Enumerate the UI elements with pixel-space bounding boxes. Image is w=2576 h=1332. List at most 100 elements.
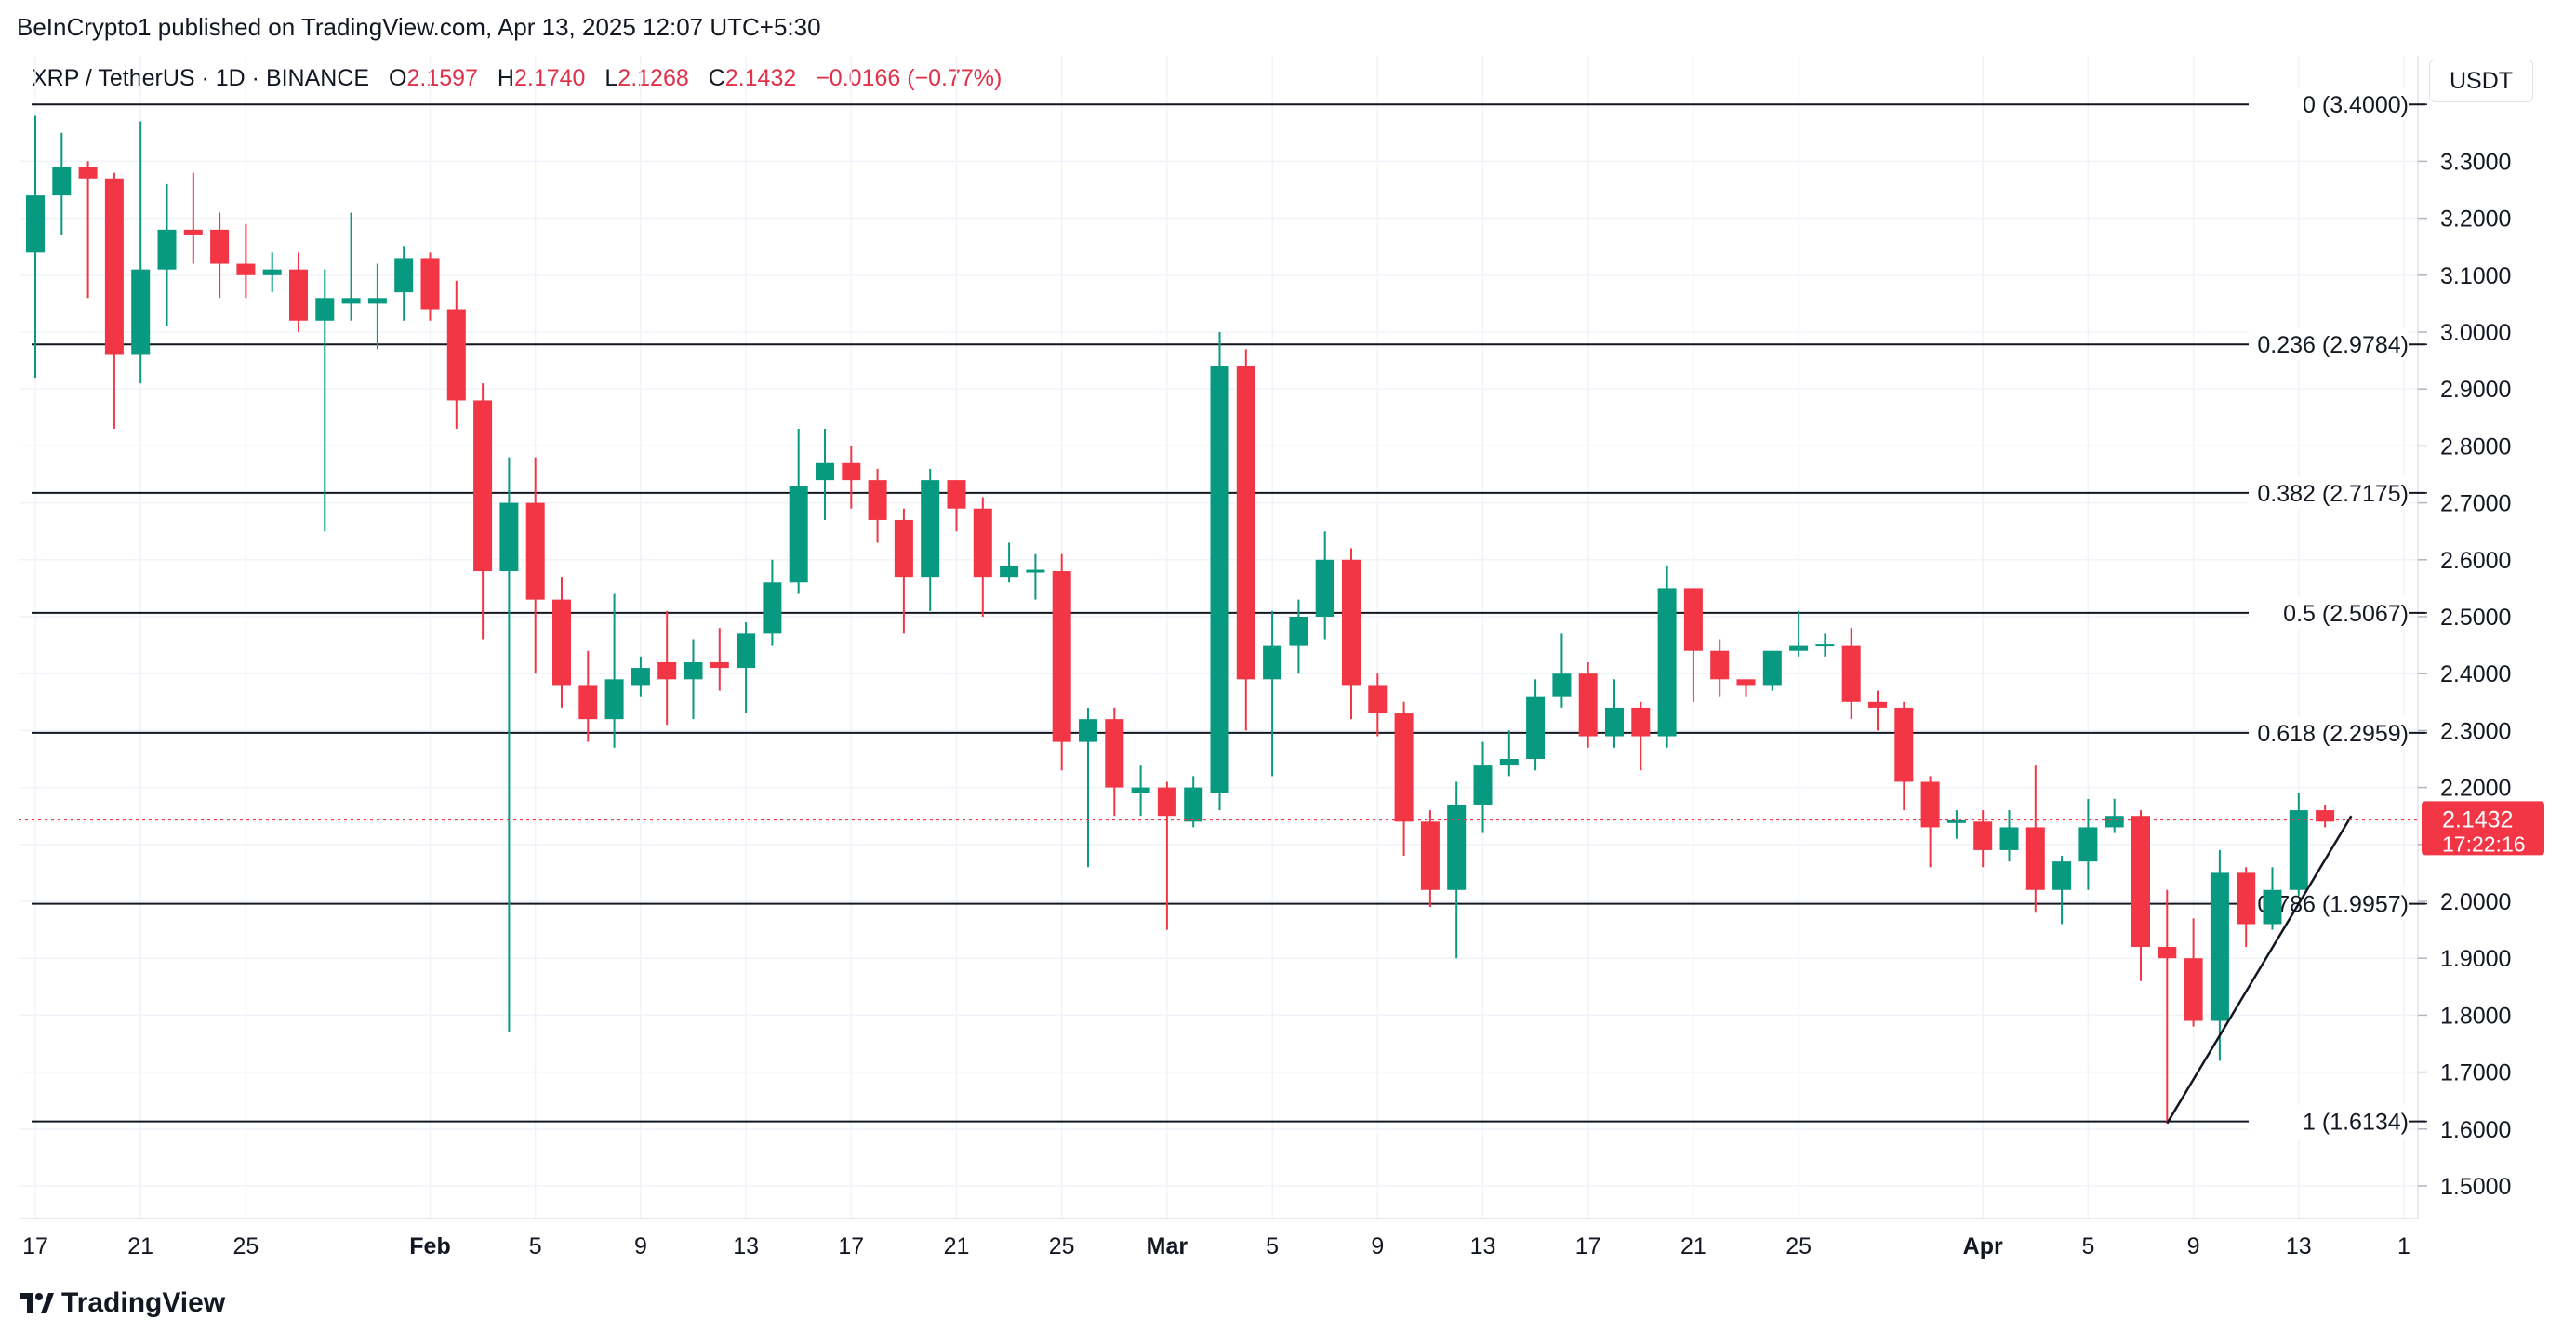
candle-body[interactable] [1841, 645, 1861, 702]
candle-body[interactable] [262, 269, 282, 275]
candle-body[interactable] [921, 480, 940, 578]
candle-body[interactable] [525, 502, 545, 600]
candle-body[interactable] [552, 599, 571, 686]
candle-body[interactable] [1710, 650, 1730, 680]
candle-body[interactable] [947, 480, 966, 509]
time-tick-label: 9 [1371, 1233, 1384, 1259]
candle-body[interactable] [1236, 366, 1255, 680]
candle-body[interactable] [1079, 719, 1097, 742]
candle-body[interactable] [394, 258, 414, 293]
candle-body[interactable] [1631, 707, 1651, 737]
candle-body[interactable] [1263, 645, 1282, 680]
candle-body[interactable] [894, 519, 913, 578]
time-tick-label: 21 [944, 1233, 970, 1259]
candle-body[interactable] [1736, 679, 1756, 686]
candle-body[interactable] [1052, 571, 1071, 742]
candle-body[interactable] [420, 258, 440, 310]
candle-body[interactable] [52, 166, 72, 196]
candle-body[interactable] [657, 661, 677, 680]
candle-body[interactable] [78, 166, 98, 179]
candle-body[interactable] [1578, 673, 1598, 737]
candle-body[interactable] [1973, 821, 1993, 850]
candle-body[interactable] [1447, 804, 1467, 890]
candle-body[interactable] [183, 229, 203, 235]
candle-body[interactable] [1920, 781, 1940, 828]
candle-body[interactable] [2210, 872, 2229, 1021]
candle-body[interactable] [1000, 565, 1019, 578]
candle-body[interactable] [1315, 559, 1334, 617]
candle-body[interactable] [1105, 719, 1124, 788]
candle-body[interactable] [446, 309, 466, 401]
candle-body[interactable] [2316, 810, 2335, 822]
candle-body[interactable] [341, 298, 361, 304]
candle-body[interactable] [1342, 559, 1361, 686]
candle-body[interactable] [1473, 765, 1493, 805]
candle-body[interactable] [1605, 707, 1624, 737]
candle-body[interactable] [1683, 588, 1703, 651]
candle-body[interactable] [842, 462, 861, 481]
candle-body[interactable] [2052, 861, 2072, 890]
candle-body[interactable] [1894, 707, 1914, 782]
candle-body[interactable] [1026, 569, 1045, 573]
fib-retracement[interactable]: 0 (3.4000) 0.236 (2.9784) 0.382 (2.7175) 0.… [32, 87, 2425, 1139]
currency-selector[interactable]: USDT [2429, 60, 2533, 102]
candle-body[interactable] [1789, 645, 1809, 651]
candle-body[interactable] [789, 486, 808, 583]
candle-body[interactable] [737, 633, 756, 669]
candle-body[interactable] [1946, 819, 1966, 823]
candle-body[interactable] [1657, 588, 1677, 737]
candle-body[interactable] [868, 480, 887, 520]
candle-body[interactable] [1868, 701, 1887, 708]
candle-body[interactable] [2289, 810, 2308, 890]
support-trendline[interactable] [2166, 815, 2353, 1125]
candle-body[interactable] [710, 661, 729, 669]
candle-body[interactable] [1131, 787, 1150, 793]
candle-body[interactable] [1184, 787, 1203, 822]
candle-body[interactable] [578, 685, 598, 720]
candle-body[interactable] [973, 508, 992, 578]
candle-body[interactable] [104, 178, 124, 355]
candle-body[interactable] [131, 269, 151, 355]
candle-body[interactable] [1394, 713, 1414, 822]
candle-body[interactable] [763, 582, 782, 634]
candle-body[interactable] [2078, 827, 2098, 862]
candle-body[interactable] [236, 263, 256, 275]
price-tick-label: 2.6000 [2440, 548, 2511, 574]
candle-body[interactable] [1815, 644, 1835, 647]
candle-body[interactable] [816, 462, 834, 481]
candle-body[interactable] [604, 679, 624, 720]
candle-body[interactable] [367, 298, 387, 304]
candle-body[interactable] [2184, 958, 2203, 1021]
candle-body[interactable] [499, 502, 519, 572]
candle-body[interactable] [2237, 872, 2256, 925]
candle-body[interactable] [1289, 617, 1308, 646]
candle-body[interactable] [2131, 816, 2150, 947]
candle-body[interactable] [1552, 673, 1572, 697]
tradingview-logo[interactable]: TradingView [20, 1287, 225, 1319]
candle-body[interactable] [1210, 366, 1229, 793]
candle-body[interactable] [315, 298, 335, 321]
candle-body[interactable] [473, 400, 493, 572]
candle-body[interactable] [1368, 685, 1388, 714]
candle-body[interactable] [2158, 946, 2177, 959]
candle-body[interactable] [2105, 816, 2124, 828]
candle-body[interactable] [684, 661, 703, 680]
candle-body[interactable] [631, 668, 650, 686]
symbol-label[interactable]: XRP / TetherUS · 1D · BINANCE [32, 65, 370, 91]
candle-body[interactable] [26, 195, 45, 253]
candle-body[interactable] [2263, 889, 2282, 925]
candle-body[interactable] [210, 229, 230, 264]
time-axis[interactable]: 17 21 25 Feb 5 9 13 17 21 25 Mar 5 9 13 17 21 25 Apr 5 9 13 1 [22, 1233, 2410, 1259]
trendline-layer[interactable] [2166, 815, 2353, 1125]
candle-body[interactable] [1526, 696, 1546, 759]
candle-body[interactable] [1157, 787, 1176, 817]
candle-body[interactable] [289, 269, 308, 321]
candle-body[interactable] [157, 229, 177, 270]
candle-body[interactable] [2025, 827, 2045, 890]
candle-body[interactable] [1999, 827, 2019, 850]
price-axis[interactable]: 3.3000 3.2000 3.1000 3.0000 2.9000 2.8000 2.70… [2418, 103, 2511, 1200]
candle-body[interactable] [1499, 759, 1519, 766]
candle-body[interactable] [1420, 821, 1440, 890]
candle-body[interactable] [1762, 650, 1782, 686]
